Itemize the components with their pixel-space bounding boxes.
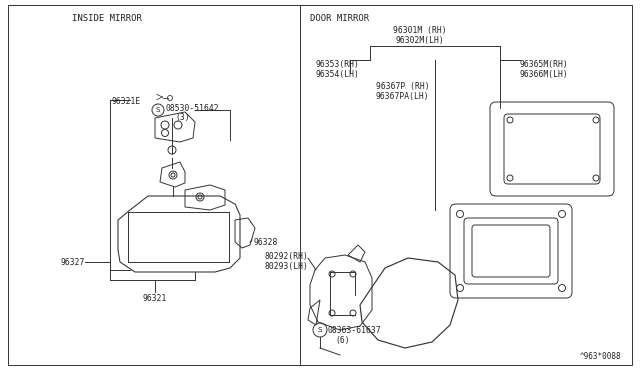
Text: 96366M(LH): 96366M(LH) — [520, 70, 569, 79]
Text: S: S — [156, 107, 160, 113]
Text: ^963*0088: ^963*0088 — [580, 352, 621, 361]
Text: 96354(LH): 96354(LH) — [316, 70, 360, 79]
Text: INSIDE MIRROR: INSIDE MIRROR — [72, 14, 142, 23]
Text: 96328: 96328 — [253, 238, 277, 247]
Text: 96302M(LH): 96302M(LH) — [396, 36, 444, 45]
Text: (3): (3) — [175, 113, 189, 122]
Text: 08530-51642: 08530-51642 — [165, 104, 219, 113]
Text: 80293(LH): 80293(LH) — [264, 262, 308, 271]
Text: S: S — [318, 327, 322, 333]
Text: 80292(RH): 80292(RH) — [264, 252, 308, 261]
Text: 96353(RH): 96353(RH) — [316, 60, 360, 69]
Text: 96367P (RH): 96367P (RH) — [376, 82, 429, 91]
Text: 96367PA(LH): 96367PA(LH) — [376, 92, 429, 101]
Text: 96365M(RH): 96365M(RH) — [520, 60, 569, 69]
Text: 96301M (RH): 96301M (RH) — [393, 26, 447, 35]
Text: 96321E: 96321E — [112, 97, 141, 106]
Text: 96327: 96327 — [61, 258, 85, 267]
Text: 08363-61637: 08363-61637 — [328, 326, 381, 335]
Text: (6): (6) — [335, 336, 349, 345]
Text: DOOR MIRROR: DOOR MIRROR — [310, 14, 369, 23]
Text: 96321: 96321 — [143, 294, 167, 303]
